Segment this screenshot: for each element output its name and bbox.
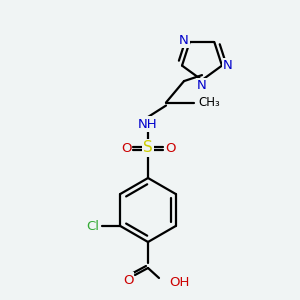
Text: Cl: Cl — [86, 220, 99, 232]
Text: OH: OH — [169, 275, 189, 289]
Text: CH₃: CH₃ — [198, 96, 220, 109]
Text: S: S — [143, 140, 153, 155]
Text: O: O — [165, 142, 175, 154]
Text: NH: NH — [138, 118, 158, 130]
Text: N: N — [179, 34, 188, 46]
Text: O: O — [123, 274, 133, 286]
Text: N: N — [197, 79, 207, 92]
Text: O: O — [121, 142, 131, 154]
Text: N: N — [223, 59, 233, 72]
